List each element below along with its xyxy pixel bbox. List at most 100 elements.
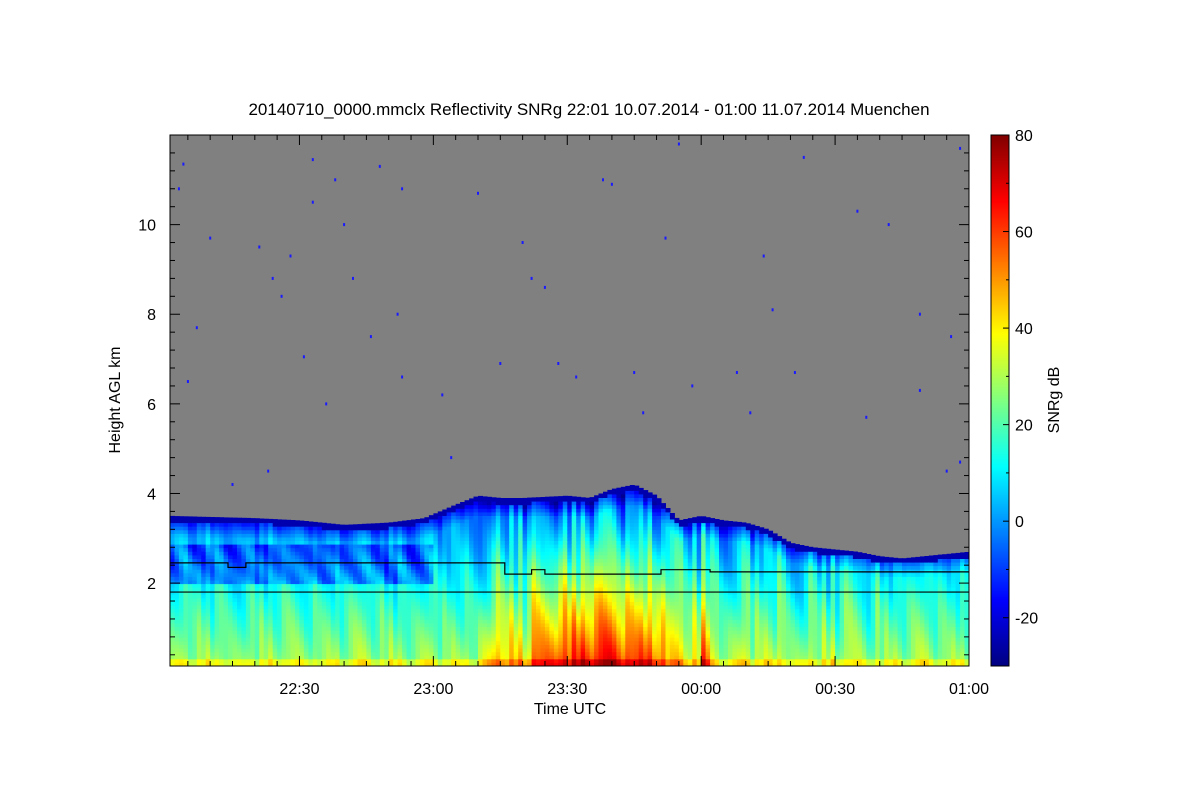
heatmap-cell — [375, 544, 381, 549]
heatmap-cell — [250, 597, 256, 602]
heatmap-cell — [259, 576, 265, 581]
heatmap-cell — [339, 562, 345, 567]
heatmap-cell — [518, 551, 524, 556]
heatmap-cell — [420, 529, 425, 534]
heatmap-cell — [192, 594, 198, 599]
heatmap-cell — [531, 511, 537, 516]
heatmap-cell — [643, 526, 649, 531]
heatmap-cell — [607, 576, 613, 581]
heatmap-cell — [638, 619, 644, 624]
heatmap-cell — [460, 587, 466, 592]
heatmap-cell — [643, 511, 649, 516]
heatmap-cell — [576, 540, 582, 545]
heatmap-cell — [237, 615, 242, 620]
heatmap-cell — [495, 658, 501, 663]
heatmap-cell — [536, 504, 541, 509]
heatmap-cell — [527, 623, 533, 628]
heatmap-cell — [553, 644, 559, 649]
heatmap-cell — [339, 615, 345, 620]
heatmap-cell — [473, 496, 479, 498]
heatmap-cell — [629, 572, 635, 577]
heatmap-cell — [232, 651, 238, 656]
heatmap-cell — [393, 580, 399, 585]
heatmap-cell — [486, 658, 492, 663]
heatmap-cell — [558, 526, 564, 531]
heatmap-cell — [611, 583, 617, 588]
heatmap-cell — [607, 597, 613, 602]
heatmap-cell — [527, 630, 533, 635]
heatmap-cell — [647, 640, 653, 645]
heatmap-cell — [513, 623, 519, 628]
heatmap-cell — [174, 619, 180, 624]
heatmap-cell — [473, 562, 479, 567]
heatmap-cell — [415, 601, 421, 606]
heatmap-cell — [330, 640, 336, 645]
heatmap-cell — [598, 601, 604, 606]
heatmap-cell — [254, 547, 260, 552]
heatmap-cell — [442, 626, 448, 631]
heatmap-cell — [451, 562, 457, 567]
heatmap-cell — [295, 630, 300, 635]
heatmap-cell — [589, 662, 595, 667]
heatmap-cell — [339, 608, 345, 613]
heatmap-cell — [464, 558, 470, 563]
heatmap-cell — [406, 576, 412, 581]
heatmap-cell — [411, 547, 416, 552]
heatmap-cell — [402, 558, 408, 563]
heatmap-cell — [174, 533, 180, 538]
heatmap-cell — [272, 572, 278, 577]
heatmap-cell — [303, 658, 309, 663]
heatmap-cell — [428, 519, 434, 524]
heatmap-cell — [562, 495, 568, 498]
heatmap-cell — [625, 526, 631, 531]
heatmap-cell — [522, 540, 528, 545]
heatmap-cell — [553, 504, 559, 509]
heatmap-cell — [299, 590, 305, 595]
heatmap-cell — [223, 529, 229, 534]
heatmap-cell — [509, 608, 515, 613]
heatmap-cell — [196, 630, 202, 635]
heatmap-cell — [196, 626, 202, 631]
heatmap-cell — [669, 651, 675, 656]
heatmap-cell — [629, 511, 635, 516]
heatmap-cell — [661, 583, 666, 588]
heatmap-cell — [219, 633, 225, 638]
heatmap-cell — [504, 515, 510, 520]
heatmap-cell — [567, 501, 573, 506]
heatmap-cell — [647, 497, 653, 502]
heatmap-cell — [544, 601, 550, 606]
heatmap-cell — [388, 637, 394, 642]
heatmap-cell — [549, 547, 555, 552]
heatmap-cell — [562, 508, 568, 513]
heatmap-cell — [643, 504, 649, 509]
heatmap-cell — [647, 619, 653, 624]
heatmap-cell — [611, 504, 617, 509]
heatmap-cell — [170, 569, 175, 574]
heatmap-cell — [415, 644, 421, 649]
heatmap-cell — [326, 608, 332, 613]
heatmap-cell — [567, 648, 573, 653]
heatmap-cell — [237, 572, 242, 577]
heatmap-cell — [370, 565, 376, 570]
heatmap-cell — [259, 544, 265, 549]
heatmap-cell — [330, 605, 336, 610]
heatmap-cell — [558, 508, 564, 513]
heatmap-cell — [647, 526, 653, 531]
heatmap-cell — [353, 619, 358, 624]
heatmap-cell — [348, 554, 354, 559]
heatmap-cell — [281, 519, 287, 524]
heatmap-cell — [634, 612, 640, 617]
heatmap-cell — [201, 540, 207, 545]
heatmap-cell — [183, 536, 189, 541]
heatmap-cell — [424, 544, 430, 549]
heatmap-cell — [214, 547, 220, 552]
heatmap-cell — [473, 662, 479, 667]
heatmap-cell — [237, 529, 242, 534]
heatmap-cell — [594, 605, 600, 610]
heatmap-cell — [286, 655, 292, 660]
heatmap-cell — [201, 637, 207, 642]
heatmap-cell — [464, 554, 470, 559]
heatmap-cell — [482, 526, 488, 531]
heatmap-cell — [562, 551, 568, 556]
heatmap-cell — [460, 504, 466, 509]
